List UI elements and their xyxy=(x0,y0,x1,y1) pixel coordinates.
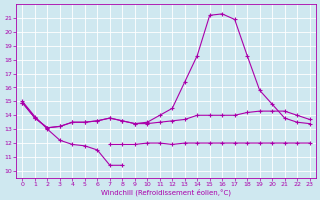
X-axis label: Windchill (Refroidissement éolien,°C): Windchill (Refroidissement éolien,°C) xyxy=(101,188,231,196)
